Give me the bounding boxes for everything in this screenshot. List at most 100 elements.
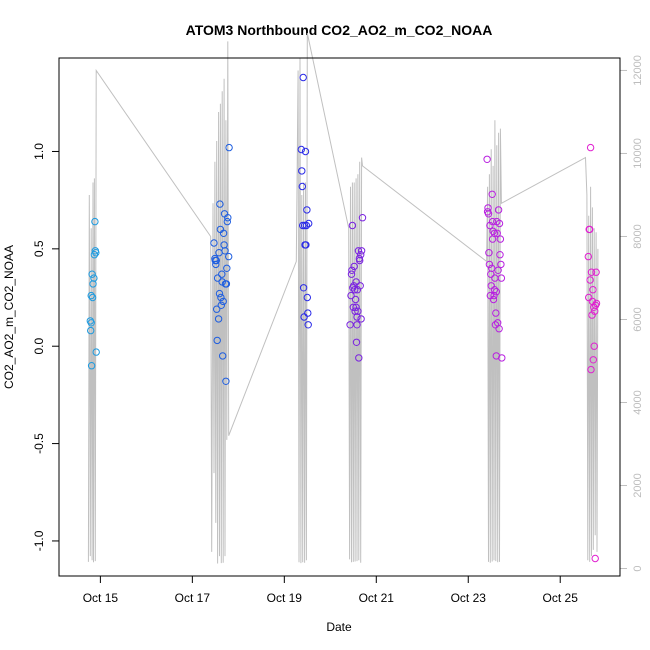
data-point bbox=[222, 377, 230, 385]
data-point bbox=[488, 217, 497, 226]
data-point bbox=[304, 309, 312, 317]
data-point bbox=[356, 282, 364, 290]
data-point bbox=[351, 286, 359, 294]
data-point bbox=[346, 321, 354, 329]
data-point bbox=[304, 321, 312, 329]
data-point bbox=[213, 336, 221, 345]
series-4 bbox=[346, 214, 367, 362]
data-point bbox=[88, 293, 97, 302]
data-point bbox=[497, 260, 505, 269]
altitude-layer bbox=[87, 32, 599, 564]
y2-tick-label: 8000 bbox=[632, 224, 644, 248]
data-point bbox=[225, 143, 233, 152]
series-6 bbox=[584, 143, 601, 563]
data-point bbox=[210, 239, 218, 247]
data-point bbox=[303, 293, 311, 302]
data-point bbox=[498, 354, 506, 362]
y-tick-label: 0.0 bbox=[32, 338, 46, 355]
data-point bbox=[491, 321, 500, 329]
data-point bbox=[303, 206, 311, 214]
data-point bbox=[298, 182, 306, 191]
y-tick-label: -1.0 bbox=[32, 530, 46, 551]
data-point bbox=[492, 288, 500, 296]
data-point bbox=[489, 227, 497, 236]
data-point bbox=[488, 190, 496, 199]
y-tick-label: -0.5 bbox=[32, 433, 46, 454]
data-point bbox=[352, 303, 360, 311]
data-point bbox=[485, 249, 493, 257]
y-tick-label: 0.5 bbox=[32, 240, 46, 257]
data-point bbox=[297, 145, 305, 154]
data-point bbox=[90, 274, 98, 282]
data-point bbox=[352, 278, 360, 286]
data-point bbox=[349, 303, 357, 311]
data-point bbox=[223, 264, 231, 272]
data-point bbox=[497, 274, 506, 282]
data-point bbox=[591, 554, 599, 563]
data-point bbox=[89, 280, 97, 288]
data-point bbox=[495, 325, 503, 333]
x-tick-label: Oct 21 bbox=[359, 591, 395, 605]
data-point bbox=[347, 270, 356, 278]
chart-title: ATOM3 Northbound CO2_AO2_m_CO2_NOAA bbox=[186, 22, 493, 38]
data-point bbox=[353, 313, 361, 321]
data-point bbox=[223, 217, 232, 226]
data-point bbox=[488, 264, 496, 272]
data-point bbox=[299, 284, 308, 292]
data-point bbox=[357, 251, 365, 259]
data-point bbox=[90, 251, 99, 259]
data-point bbox=[222, 280, 231, 288]
data-point bbox=[493, 229, 501, 238]
data-point bbox=[586, 276, 594, 284]
data-point bbox=[305, 219, 313, 228]
data-point bbox=[301, 147, 310, 156]
data-point bbox=[351, 295, 360, 304]
data-point bbox=[87, 326, 95, 335]
x-tick-label: Oct 15 bbox=[83, 591, 119, 605]
y-axis-label: CO2_AO2_m_CO2_NOAA bbox=[2, 245, 16, 389]
y2-tick-label: 2000 bbox=[632, 473, 644, 497]
data-point bbox=[494, 266, 502, 274]
data-point bbox=[88, 270, 96, 278]
data-point bbox=[352, 338, 361, 346]
data-point bbox=[496, 251, 504, 259]
data-point bbox=[350, 262, 358, 271]
data-point bbox=[357, 247, 366, 255]
data-point bbox=[358, 214, 367, 222]
data-point bbox=[302, 241, 310, 249]
data-point bbox=[302, 221, 311, 230]
series-3 bbox=[297, 73, 313, 329]
data-point bbox=[299, 73, 307, 82]
x-tick-label: Oct 17 bbox=[175, 591, 211, 605]
data-point bbox=[354, 247, 363, 255]
data-point bbox=[219, 297, 227, 306]
x-tick-label: Oct 23 bbox=[451, 591, 487, 605]
data-point bbox=[357, 315, 365, 323]
data-point bbox=[490, 229, 499, 238]
y2-tick-label: 6000 bbox=[632, 307, 644, 331]
data-point bbox=[355, 354, 363, 362]
data-point bbox=[213, 274, 222, 282]
data-point bbox=[217, 301, 226, 309]
data-point bbox=[484, 210, 493, 218]
data-point bbox=[347, 291, 355, 300]
data-point bbox=[224, 214, 232, 222]
data-point bbox=[92, 348, 100, 356]
data-point bbox=[492, 309, 500, 317]
data-point bbox=[586, 225, 594, 234]
data-point bbox=[590, 342, 598, 350]
data-point bbox=[225, 252, 233, 261]
data-point bbox=[495, 219, 504, 228]
y2-tick-label: 10000 bbox=[632, 138, 644, 169]
data-point bbox=[587, 365, 595, 374]
data-point bbox=[589, 356, 597, 364]
data-point bbox=[219, 229, 228, 238]
data-point bbox=[212, 260, 220, 269]
data-point bbox=[348, 221, 357, 230]
data-point bbox=[221, 247, 229, 255]
data-point bbox=[483, 155, 491, 164]
data-point bbox=[300, 313, 308, 321]
series-1 bbox=[86, 217, 100, 370]
